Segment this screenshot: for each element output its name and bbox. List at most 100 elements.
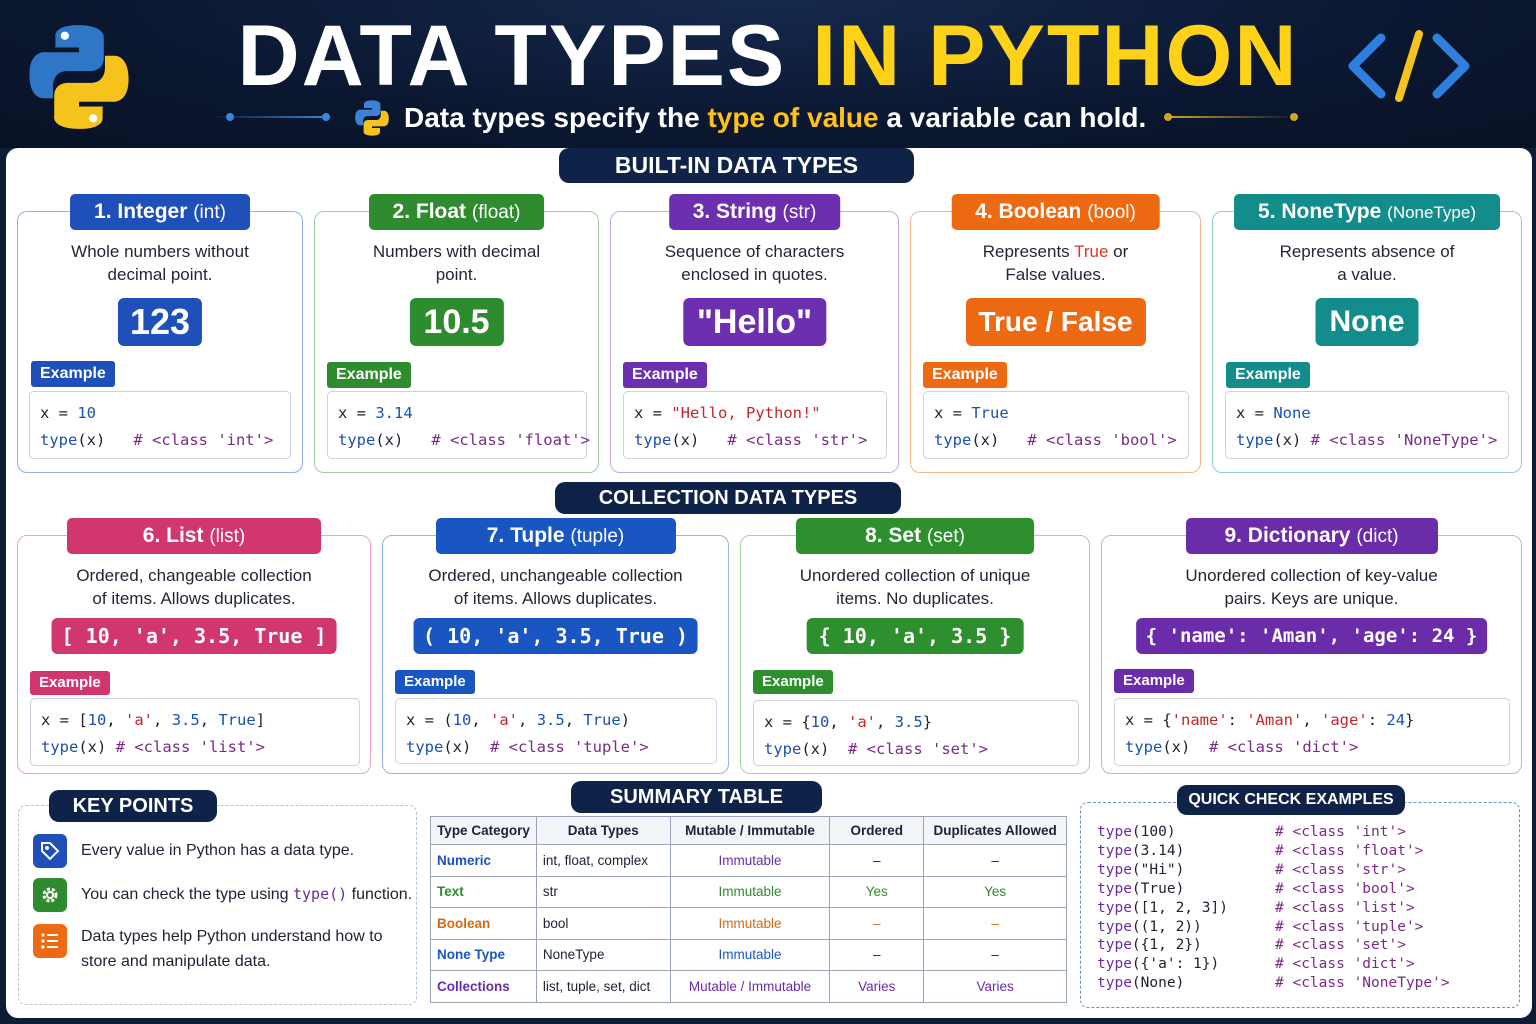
example-label: Example: [395, 670, 475, 694]
card-list: 6. List (list) Ordered, changeable colle…: [17, 518, 371, 774]
quick-check-line: type({'a': 1}) # <class 'dict'>: [1097, 956, 1415, 973]
page-title: DATA TYPES IN PYTHON: [237, 8, 1299, 104]
decorative-dot: [226, 113, 234, 121]
card-title: 5. NoneType (NoneType): [1234, 194, 1500, 230]
example-label: Example: [30, 671, 110, 695]
example-label: Example: [753, 670, 833, 694]
table-cell: Mutable / Immutable: [669, 970, 831, 1003]
card-description: Sequence of characters enclosed in quotes…: [664, 242, 845, 284]
value-example: 10.5: [409, 298, 504, 346]
table-row: None Type NoneType Immutable – –: [430, 938, 1067, 971]
card-description: Whole numbers without decimal point.: [71, 242, 249, 284]
example-label: Example: [623, 362, 707, 388]
code-example: x = {'name': 'Aman', 'age': 24} type(x) …: [1114, 698, 1510, 766]
card-float: 2. Float (float) Numbers with decimal poi…: [314, 194, 599, 473]
quick-check-code: type(100) # <class 'int'> type(3.14) # <cla…: [1097, 823, 1450, 993]
card-tuple: 7. Tuple (tuple) Ordered, unchangeable c…: [382, 518, 729, 774]
section-title-builtin: BUILT-IN DATA TYPES: [559, 148, 914, 183]
column-header: Data Types: [535, 816, 671, 845]
value-example: 123: [117, 298, 203, 346]
table-cell: –: [829, 938, 925, 971]
card-title: 7. Tuple (tuple): [435, 518, 676, 554]
column-header: Mutable / Immutable: [669, 816, 831, 845]
section-title-key-points: KEY POINTS: [49, 790, 217, 822]
card-set: 8. Set (set) Unordered collection of uni…: [740, 518, 1090, 774]
key-point: You can check the type using type() func…: [33, 878, 412, 912]
table-cell: Yes: [923, 875, 1067, 908]
table-cell: –: [923, 907, 1067, 940]
code-example: x = None type(x) # <class 'NoneType'>: [1225, 391, 1509, 459]
value-example: { 10, 'a', 3.5 }: [806, 618, 1024, 654]
code-example: x = [10, 'a', 3.5, True] type(x) # <clas…: [30, 698, 360, 766]
table-cell: Varies: [923, 970, 1067, 1003]
list-icon: [33, 924, 67, 958]
table-cell: Immutable: [669, 875, 831, 908]
example-label: Example: [327, 362, 411, 388]
table-cell: Yes: [829, 875, 925, 908]
code-example: x = 10 type(x) # <class 'int'>: [29, 391, 291, 459]
table-cell: None Type: [430, 938, 537, 971]
tag-icon: [33, 834, 67, 868]
example-label: Example: [923, 362, 1007, 388]
key-point: Every value in Python has a data type.: [33, 834, 354, 868]
card-dict: 9. Dictionary (dict) Unordered collectio…: [1101, 518, 1522, 774]
code-example: x = {10, 'a', 3.5} type(x) # <class 'set…: [753, 700, 1079, 766]
code-example: x = "Hello, Python!" type(x) # <class 's…: [623, 391, 887, 459]
card-title: 8. Set (set): [796, 518, 1034, 554]
table-row: Numeric int, float, complex Immutable – –: [430, 844, 1067, 877]
card-str: 3. String (str) Sequence of characters en…: [610, 194, 899, 473]
table-cell: Immutable: [669, 907, 831, 940]
python-logo-icon: [29, 25, 129, 129]
key-points-box: KEY POINTS Every value in Python has a d…: [18, 790, 417, 1005]
card-title: 9. Dictionary (dict): [1185, 518, 1438, 554]
table-cell: –: [829, 907, 925, 940]
table-cell: NoneType: [535, 938, 671, 971]
value-example: True / False: [965, 298, 1146, 346]
card-int: 1. Integer (int) Whole numbers without de…: [17, 194, 303, 473]
table-cell: Varies: [829, 970, 925, 1003]
table-header-row: Type Category Data Types Mutable / Immut…: [430, 816, 1067, 845]
decorative-line: [210, 116, 330, 118]
column-header: Duplicates Allowed: [923, 816, 1067, 845]
gear-icon: [33, 878, 67, 912]
content-panel: BUILT-IN DATA TYPES 1. Integer (int) Who…: [6, 148, 1532, 1018]
decorative-dot: [1164, 113, 1172, 121]
table-cell: str: [535, 875, 671, 908]
quick-check-line: type(100) # <class 'int'>: [1097, 824, 1406, 840]
code-example: x = 3.14 type(x) # <class 'float'>: [327, 391, 590, 459]
card-description: Represents True or False values.: [982, 242, 1129, 284]
code-example: x = (10, 'a', 3.5, True) type(x) # <clas…: [395, 698, 717, 764]
value-example: [ 10, 'a', 3.5, True ]: [51, 618, 337, 654]
quick-check-line: type(True) # <class 'bool'>: [1097, 880, 1415, 897]
quick-check-line: type(3.14) # <class 'float'>: [1097, 842, 1424, 859]
value-example: "Hello": [682, 298, 827, 346]
table-row: Text str Immutable Yes Yes: [430, 875, 1067, 908]
quick-check-line: type({1, 2}) # <class 'set'>: [1097, 937, 1406, 954]
decorative-line: [1166, 116, 1296, 118]
quick-check-box: QUICK CHECK EXAMPLES type(100) # <class '…: [1080, 785, 1520, 1008]
table-cell: bool: [535, 907, 671, 940]
card-description: Unordered collection of key-value pairs. …: [1185, 566, 1438, 608]
table-cell: Immutable: [669, 938, 831, 971]
table-cell: –: [923, 844, 1067, 877]
quick-check-line: type([1, 2, 3]) # <class 'list'>: [1097, 899, 1415, 916]
summary-table: Type Category Data Types Mutable / Immut…: [430, 816, 1067, 1003]
table-cell: Text: [430, 875, 537, 908]
section-title-collection: COLLECTION DATA TYPES: [555, 482, 901, 514]
column-header: Type Category: [430, 816, 537, 845]
section-title-quick-check: QUICK CHECK EXAMPLES: [1177, 785, 1405, 815]
table-cell: Numeric: [430, 844, 537, 877]
table-cell: Immutable: [669, 844, 831, 877]
card-description: Ordered, changeable collection of items. …: [76, 566, 312, 608]
code-example: x = True type(x) # <class 'bool'>: [923, 391, 1189, 459]
code-brackets-icon: [1348, 30, 1470, 102]
quick-check-line: type((1, 2)) # <class 'tuple'>: [1097, 918, 1424, 935]
example-label: Example: [1226, 362, 1310, 388]
card-nonetype: 5. NoneType (NoneType) Represents absenc…: [1212, 194, 1522, 473]
value-example: ( 10, 'a', 3.5, True ): [413, 618, 698, 654]
table-cell: –: [923, 938, 1067, 971]
example-label: Example: [1114, 669, 1194, 693]
card-title: 6. List (list): [67, 518, 321, 554]
table-cell: Collections: [430, 970, 537, 1003]
table-cell: Boolean: [430, 907, 537, 940]
